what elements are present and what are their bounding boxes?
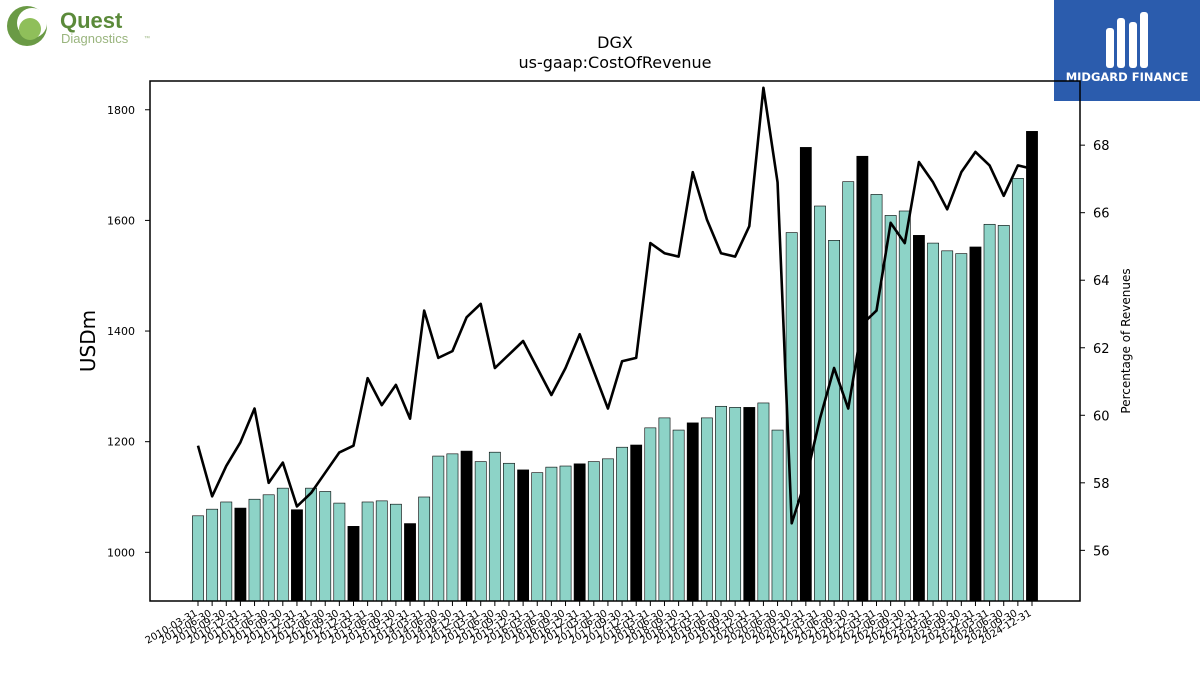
y2-tick-label: 66 [1093, 207, 1110, 222]
bar [206, 508, 219, 602]
bar [220, 501, 233, 602]
y2-tick-label: 62 [1093, 342, 1110, 357]
bar [305, 487, 317, 602]
y-tick-label: 1400 [107, 325, 135, 338]
bar [870, 194, 883, 602]
logo-text-tm: ™ [144, 35, 150, 42]
bar [375, 500, 388, 602]
bar [573, 463, 586, 602]
bar [291, 509, 303, 602]
bar [531, 472, 544, 602]
bar [743, 407, 756, 602]
bar [771, 429, 784, 602]
bar [927, 242, 939, 602]
y2-tick-label: 64 [1093, 274, 1110, 289]
quest-diagnostics-logo: Quest Diagnostics ™ [7, 6, 150, 46]
bar [389, 503, 402, 602]
bar [616, 446, 628, 602]
line-series [196, 86, 1033, 525]
bar [192, 515, 204, 602]
midgard-logo-text: MIDGARD FINANCE [1066, 70, 1189, 84]
bar [404, 523, 416, 602]
bar [672, 429, 685, 602]
y2-tick-label: 58 [1093, 477, 1110, 492]
bar [460, 450, 473, 602]
bar [319, 491, 332, 602]
midgard-finance-logo: MIDGARD FINANCE [1054, 0, 1200, 101]
bar [700, 417, 713, 602]
chart-title: DGX [597, 33, 633, 52]
bar [361, 501, 374, 602]
percentage-line [196, 86, 1033, 525]
y-tick-label: 1600 [107, 214, 135, 227]
bar [969, 246, 982, 602]
bar [602, 458, 614, 602]
y2-axis-label: Percentage of Revenues [1119, 268, 1133, 413]
logo-mark-core [19, 18, 41, 40]
y-axis-label: USDm [76, 310, 100, 372]
logo-text-quest: Quest [60, 8, 123, 33]
bar-series [192, 131, 1038, 602]
bar [856, 155, 869, 602]
y2-tick-label: 60 [1093, 409, 1110, 424]
bar [248, 498, 261, 602]
y-tick-label: 1000 [107, 546, 135, 559]
bar [545, 466, 558, 602]
y-tick-label: 1800 [107, 104, 135, 117]
y2-tick-label: 56 [1093, 544, 1110, 559]
y-axis-right: 56 58 60 62 64 66 68 [1080, 139, 1110, 559]
bar [630, 444, 643, 602]
bar [418, 496, 431, 602]
y-tick-label: 1200 [107, 436, 135, 449]
plot-frame [149, 80, 1081, 602]
bar [262, 494, 275, 602]
bar [983, 223, 996, 602]
bar [276, 487, 289, 602]
midgard-mark-icon [1106, 12, 1148, 68]
bar [658, 417, 671, 602]
bar [446, 453, 459, 602]
bar [234, 507, 247, 602]
bar [955, 253, 968, 602]
bar [517, 469, 530, 602]
y2-tick-label: 68 [1093, 139, 1110, 154]
bar [559, 465, 572, 602]
bar [913, 235, 925, 602]
bar [941, 250, 954, 602]
bar [997, 225, 1010, 602]
chart-subtitle: us-gaap:CostOfRevenue [518, 53, 711, 72]
bar [686, 422, 699, 602]
logo-text-diagnostics: Diagnostics [61, 31, 129, 46]
bar [432, 455, 445, 602]
x-axis: 2010-03-312010-06-302010-09-302010-12-31… [144, 601, 1034, 647]
bar [1011, 178, 1024, 602]
bar [644, 427, 657, 602]
bar [347, 526, 360, 602]
bar [757, 402, 770, 602]
bar [333, 502, 346, 602]
bar [898, 210, 911, 602]
bar [729, 407, 742, 602]
bar [474, 461, 487, 602]
bar [715, 405, 727, 602]
bar [828, 240, 840, 602]
bar [503, 462, 515, 602]
bar [884, 215, 897, 602]
y-axis-left: 1000 1200 1400 1600 1800 [107, 104, 150, 559]
bar [1026, 131, 1038, 602]
bar [799, 147, 812, 602]
bar [587, 461, 600, 602]
bar [488, 451, 501, 602]
